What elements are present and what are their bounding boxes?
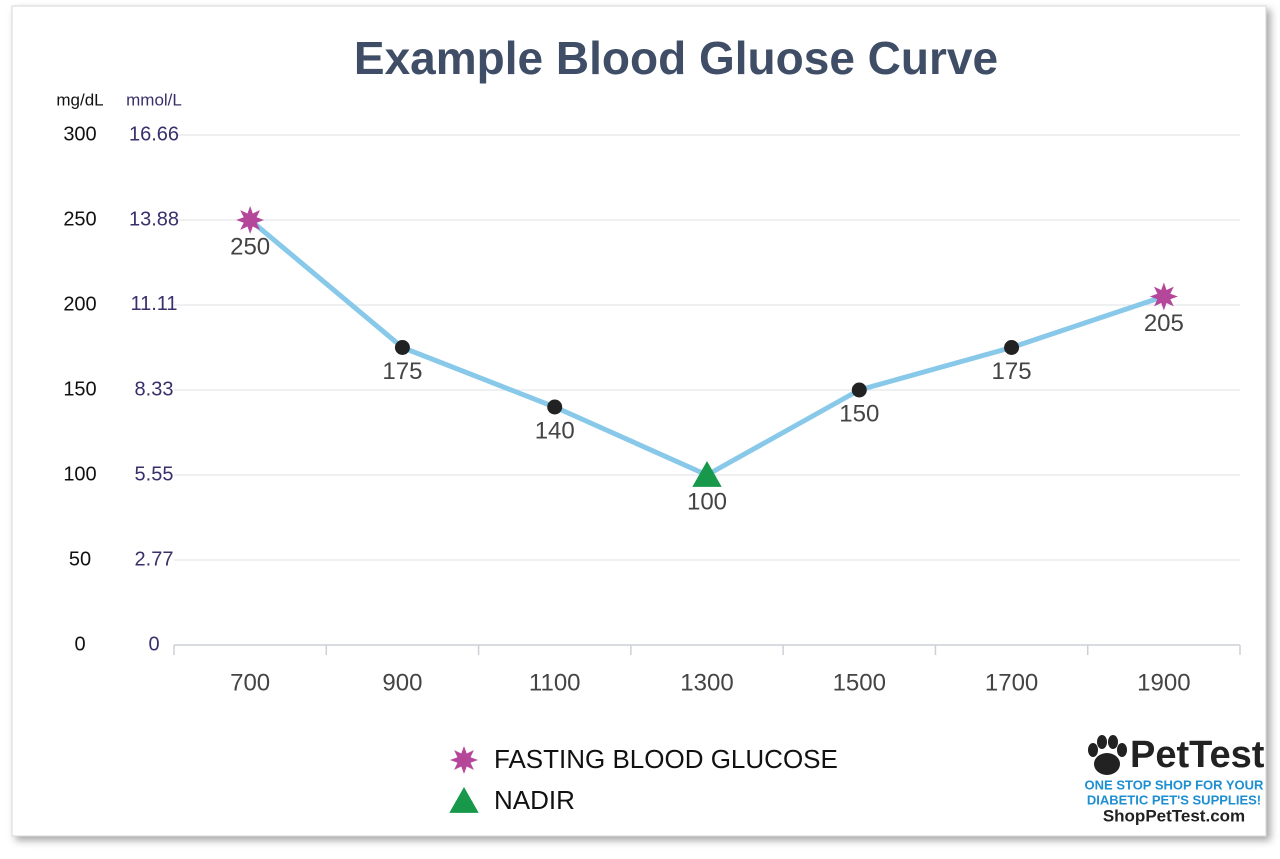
chart-title: Example Blood Gluose Curve [354,32,998,84]
y-tick-label: 300 [63,123,96,145]
y2-axis-label: mmol/L [126,90,182,109]
y-tick-label: 250 [63,208,96,230]
legend-label: NADIR [494,785,575,815]
data-label: 250 [230,233,270,260]
marker-triangle [449,787,479,813]
x-tick-label: 1900 [1137,669,1190,696]
marker-star [450,746,478,774]
y2-tick-label: 8.33 [135,378,174,400]
y-tick-label: 200 [63,293,96,315]
marker-star [1149,282,1178,311]
card [11,5,1267,837]
marker-circle [547,399,563,415]
y2-tick-label: 13.88 [129,208,179,230]
marker-triangle [692,461,722,487]
y-tick-label: 100 [63,463,96,485]
marker-circle [394,340,410,355]
x-tick-label: 1500 [833,669,886,696]
y2-tick-label: 2.77 [135,548,174,570]
x-tick-label: 700 [230,669,270,696]
data-label: 100 [687,488,727,515]
y-tick-label: 0 [74,633,85,655]
y2-tick-label: 16.66 [129,123,179,145]
y2-tick-label: 5.55 [135,463,174,485]
y-axis-label: mg/dL [56,90,103,109]
x-tick-label: 1700 [985,669,1038,696]
logo-site: ShopPetTest.com [1103,806,1245,825]
data-label: 150 [839,400,879,427]
data-label: 175 [382,358,422,385]
logo-brand: PetTest [1130,734,1265,776]
data-label: 175 [992,358,1032,385]
y-tick-label: 50 [69,548,91,570]
y2-tick-label: 11.11 [130,293,177,315]
marker-circle [1004,340,1020,355]
marker-circle [851,382,867,398]
x-tick-label: 1100 [529,669,581,696]
y-tick-label: 150 [63,378,96,400]
x-tick-label: 1300 [680,669,733,696]
data-label: 140 [535,417,575,444]
legend-label: FASTING BLOOD GLUCOSE [494,744,838,774]
data-label: 205 [1144,310,1184,337]
logo-tagline: ONE STOP SHOP FOR YOUR [1085,777,1265,792]
logo: PetTest ONE STOP SHOP FOR YOUR DIABETIC … [1085,734,1265,825]
x-tick-label: 900 [382,669,422,696]
marker-star [236,206,265,234]
logo-tagline: DIABETIC PET'S SUPPLIES! [1087,792,1261,807]
y2-tick-label: 0 [148,633,159,655]
paw-icon [1088,735,1127,775]
